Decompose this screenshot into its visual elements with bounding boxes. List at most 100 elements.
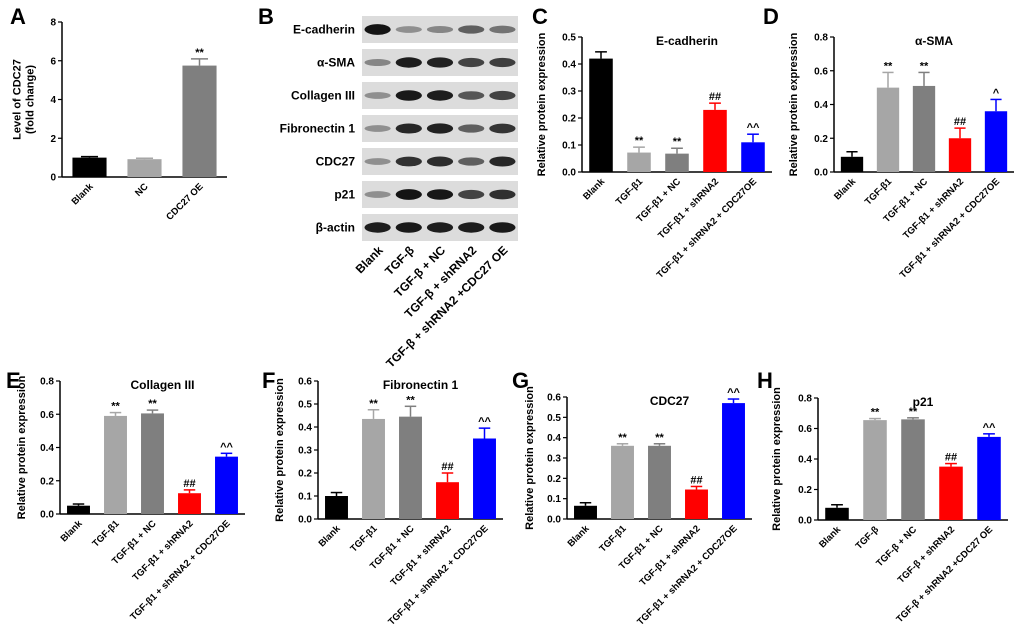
blot-band — [458, 124, 485, 133]
y-tick-label: 0.8 — [798, 394, 812, 405]
blot-band — [426, 156, 454, 167]
y-tick-label: 0.8 — [40, 377, 54, 388]
panel-label-e: E — [6, 368, 21, 393]
y-tick-label: 0.1 — [298, 492, 312, 503]
x-tick-label: CDC27 OE — [164, 181, 205, 222]
y-axis-label-c: Relative protein expression — [536, 32, 548, 176]
blot-band — [458, 189, 485, 200]
y-axis-label-f: Relative protein expression — [274, 378, 286, 522]
y-tick-label: 0.6 — [814, 66, 828, 77]
chart-panel-c: 0.0 0.1 0.2 0.3 0.4 0.5 Relative protein expre… — [536, 32, 772, 281]
bar-blank — [574, 505, 597, 519]
bar-tgf — [863, 420, 887, 520]
x-tick-label: TGF-β1 + shRNA2 — [901, 176, 966, 241]
bar-tgf-1-nc — [399, 416, 422, 519]
y-axis-label-a: (fold change) — [25, 65, 37, 134]
significance-label: ^^ — [220, 441, 233, 453]
y-tick-label: 0.2 — [562, 114, 576, 125]
blot-row-label-e-cadherin: E-cadherin — [293, 23, 355, 37]
y-tick-label: 0.6 — [40, 410, 54, 421]
y-tick-label: 0.2 — [40, 476, 54, 487]
y-tick-label: 0.4 — [298, 423, 312, 434]
y-tick-label: 0.4 — [547, 433, 561, 444]
chart-panel-a: 0 2 4 6 8 Level of CDC27 (fold change) Blank NC *… — [12, 18, 227, 223]
blot-band — [426, 57, 454, 68]
blot-row-label-cdc27: CDC27 — [316, 155, 356, 169]
chart-title-c: E-cadherin — [656, 34, 718, 48]
blot-band — [426, 189, 454, 200]
panel-label-b: B — [258, 4, 274, 29]
blot-band — [395, 90, 422, 101]
y-tick-label: 0.4 — [814, 100, 828, 111]
bar-blank — [840, 156, 864, 172]
y-tick-label: 0.1 — [562, 141, 576, 152]
y-tick-label: 0.6 — [547, 393, 561, 404]
bar-tgf-1-shrna2 — [703, 109, 727, 172]
panel-label-a: A — [10, 4, 26, 29]
bar-tgf-1-shrna2 — [685, 489, 708, 519]
y-tick-label: 0.5 — [562, 33, 576, 44]
y-tick-label: 0.3 — [562, 87, 576, 98]
y-tick-label: 0.1 — [547, 494, 561, 505]
blot-band — [458, 25, 485, 34]
chart-title-e: Collagen III — [130, 378, 194, 392]
blot-band — [458, 157, 485, 166]
blot-band — [364, 222, 391, 233]
significance-label: ** — [673, 136, 682, 148]
blot-band — [489, 25, 516, 34]
panel-label-d: D — [763, 4, 779, 29]
bar-tgf-1-shrna2-cdc27oe — [215, 456, 238, 514]
blot-band — [458, 222, 485, 233]
chart-panel-h: 0.0 0.2 0.4 0.6 0.8 Relative protein expressi… — [771, 387, 1008, 625]
bar-tgf-1-shrna2-cdc27oe — [722, 403, 745, 519]
y-tick-label: 0.4 — [40, 443, 54, 454]
blot-band — [489, 57, 516, 68]
chart-title-h: p21 — [913, 395, 934, 409]
bar-tgf-1-shrna2-cdc27oe — [984, 111, 1008, 172]
significance-label: ## — [441, 461, 453, 473]
blot-band — [364, 24, 391, 35]
y-tick-label: 0.4 — [562, 60, 576, 71]
bar-tgf-1-nc — [141, 413, 164, 514]
y-tick-label: 0.8 — [814, 33, 828, 44]
significance-label: ** — [635, 135, 644, 147]
significance-label: ## — [945, 452, 957, 464]
significance-label: ** — [618, 432, 627, 444]
significance-label: ** — [871, 407, 880, 419]
bar-tgf-1-shrna2 — [178, 493, 201, 514]
significance-label: ^^ — [727, 387, 740, 399]
chart-panel-d: 0.0 0.2 0.4 0.6 0.8 Relative protein expressi… — [788, 32, 1014, 281]
bar-cdc27-oe — [182, 65, 217, 177]
bar-blank — [589, 58, 613, 172]
blot-row-label-p21: p21 — [334, 188, 355, 202]
significance-label: ** — [655, 432, 664, 444]
x-tick-label: TGF-β1 — [863, 176, 895, 208]
bar-tgf-1-shrna2 — [948, 138, 972, 172]
y-tick-label: 0.2 — [547, 474, 561, 485]
panel-label-h: H — [757, 368, 773, 393]
blot-band — [426, 123, 454, 134]
blot-band — [364, 191, 391, 198]
bar-tgf-1-nc — [665, 153, 689, 172]
bar-blank — [825, 507, 849, 520]
bar-blank — [325, 496, 348, 519]
y-tick-label: 0.0 — [562, 168, 576, 179]
bar-tgf-1 — [611, 445, 634, 519]
y-axis-label-g: Relative protein expression — [524, 386, 536, 530]
chart-panel-e: 0.0 0.2 0.4 0.6 0.8 Relative protein expressi… — [16, 375, 245, 623]
significance-label: ^^ — [983, 422, 996, 434]
x-tick-label: TGF-β1 — [348, 523, 380, 555]
bar-charts: 0 2 4 6 8 Level of CDC27 (fold change) Blank NC *… — [12, 18, 1014, 628]
blot-band — [395, 156, 422, 167]
x-tick-label: Blank — [59, 518, 86, 545]
blot-lane-label-blank: Blank — [353, 243, 386, 276]
significance-label: ## — [954, 116, 966, 128]
y-tick-label: 8 — [50, 18, 56, 29]
x-tick-label: NC — [133, 181, 151, 199]
blot-band — [489, 156, 516, 167]
blot-band — [364, 125, 391, 132]
y-axis-label-a: Level of CDC27 — [12, 59, 24, 140]
blot-band — [395, 57, 422, 68]
y-tick-label: 0.4 — [798, 455, 812, 466]
bar-tgf-1-shrna2 — [436, 482, 459, 519]
